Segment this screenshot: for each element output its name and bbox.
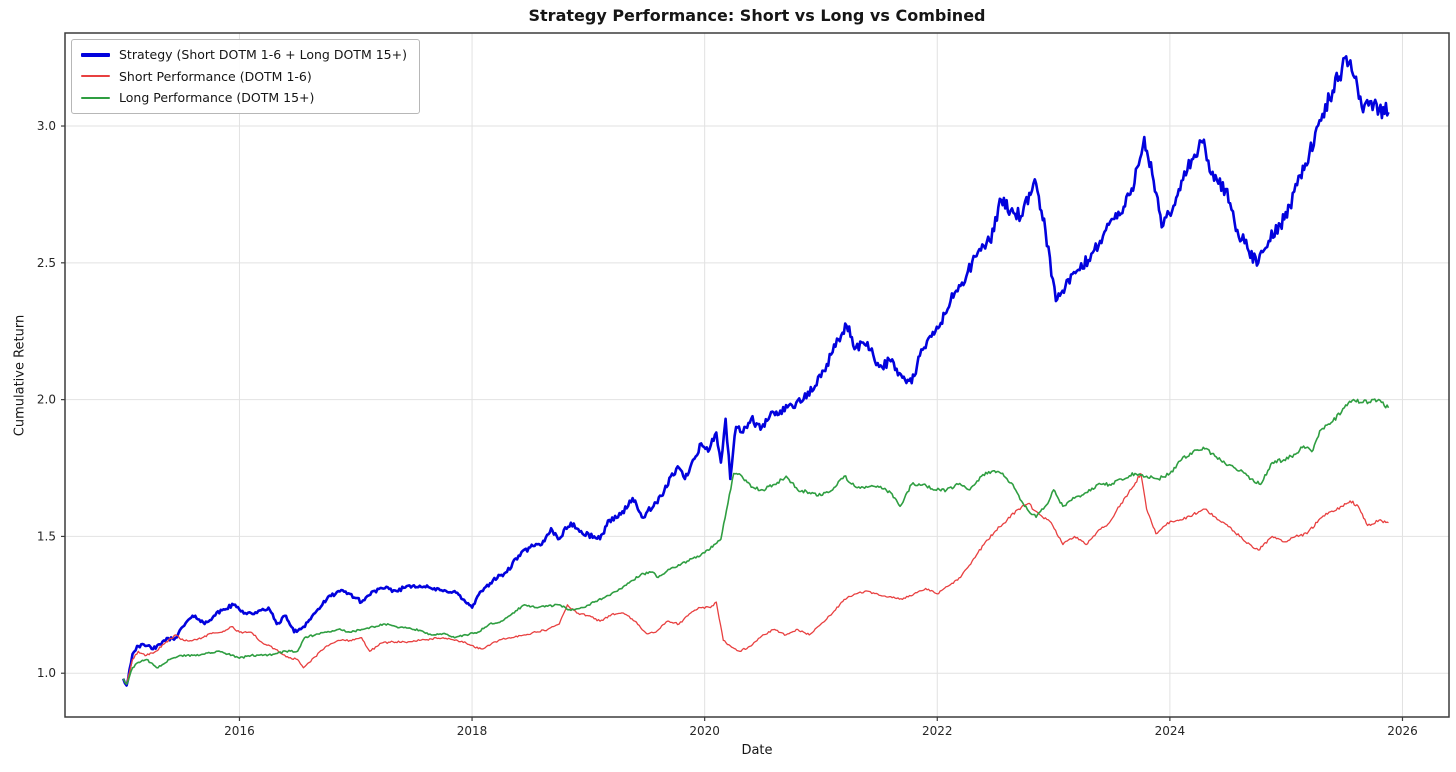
y-tick-label: 1.0 [37,666,56,680]
legend-label-long: Long Performance (DOTM 15+) [119,90,315,106]
legend-line-short-icon [81,75,110,78]
y-tick-label: 2.5 [37,256,56,270]
legend-line-strategy-icon [81,52,110,57]
x-tick-label: 2024 [1155,724,1186,738]
x-tick-label: 2026 [1387,724,1418,738]
legend: Strategy (Short DOTM 1-6 + Long DOTM 15+… [71,39,420,114]
y-tick-label: 2.0 [37,393,56,407]
legend-entry-short: Short Performance (DOTM 1-6) [81,69,407,85]
y-tick-label: 1.5 [37,529,56,543]
chart-title: Strategy Performance: Short vs Long vs C… [528,6,986,25]
series-line-strategy [121,55,1390,687]
legend-label-short: Short Performance (DOTM 1-6) [119,68,312,84]
y-axis-label: Cumulative Return [12,314,28,437]
legend-entry-long: Long Performance (DOTM 15+) [81,90,407,106]
axes-spines [64,32,1450,718]
x-axis-label: Date [741,743,773,758]
legend-label-strategy: Strategy (Short DOTM 1-6 + Long DOTM 15+… [119,47,407,62]
legend-line-long-icon [81,97,110,100]
x-tick-label: 2020 [689,724,720,738]
y-tick-label: 3.0 [37,119,56,133]
series-line-short [122,472,1389,685]
x-tick-label: 2016 [224,724,255,738]
series-line-long [122,398,1390,685]
x-tick-label: 2022 [922,724,953,738]
legend-entry-strategy: Strategy (Short DOTM 1-6 + Long DOTM 15+… [81,47,407,63]
x-tick-label: 2018 [457,724,488,738]
